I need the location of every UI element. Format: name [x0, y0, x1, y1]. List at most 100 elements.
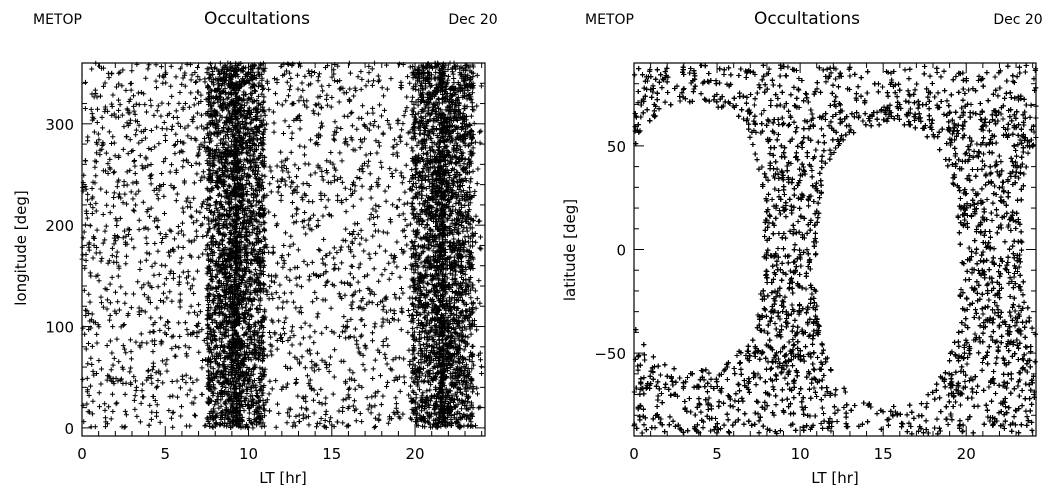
data-point	[348, 271, 353, 276]
data-point	[316, 247, 321, 252]
data-point	[344, 209, 349, 214]
data-point	[278, 332, 283, 337]
data-point	[198, 93, 203, 98]
data-point	[473, 214, 478, 219]
data-point	[268, 335, 273, 340]
data-point	[102, 109, 107, 114]
data-point	[167, 228, 172, 233]
data-point	[398, 275, 403, 280]
data-point	[176, 245, 181, 250]
data-point	[134, 414, 139, 419]
data-point	[185, 133, 190, 138]
data-point	[214, 143, 219, 148]
data-point	[359, 228, 364, 233]
data-point	[386, 261, 391, 266]
data-point	[121, 147, 126, 152]
data-point	[267, 391, 272, 396]
data-point	[343, 186, 348, 191]
data-point	[400, 412, 405, 417]
data-point	[332, 138, 337, 143]
data-point	[151, 364, 156, 369]
data-point	[137, 312, 142, 317]
data-point	[88, 223, 93, 228]
data-point	[190, 380, 195, 385]
data-point	[363, 83, 368, 88]
data-point	[186, 269, 191, 274]
data-point	[310, 199, 315, 204]
data-point	[357, 242, 362, 247]
data-point	[147, 423, 152, 428]
data-point	[373, 424, 378, 429]
data-point	[385, 231, 390, 236]
data-point	[132, 158, 137, 163]
data-point	[339, 158, 344, 163]
data-point	[287, 175, 292, 180]
data-point	[369, 410, 374, 415]
data-point	[386, 421, 391, 426]
data-point	[410, 95, 415, 100]
data-point	[97, 404, 102, 409]
data-point	[358, 411, 363, 416]
data-point	[207, 168, 212, 173]
data-point	[267, 408, 272, 413]
data-point	[290, 200, 295, 205]
data-point	[115, 184, 120, 189]
data-point	[150, 367, 155, 372]
data-point	[160, 126, 165, 131]
data-point	[383, 296, 388, 301]
data-point	[168, 169, 173, 174]
data-point	[400, 121, 405, 126]
data-point	[267, 107, 272, 112]
data-point	[362, 367, 367, 372]
data-point	[100, 125, 105, 130]
data-point	[405, 201, 410, 206]
data-point	[181, 245, 186, 250]
data-point	[180, 164, 185, 169]
data-point	[287, 87, 292, 92]
data-point	[138, 260, 143, 265]
data-point	[156, 141, 161, 146]
data-point	[123, 392, 128, 397]
data-point	[402, 113, 407, 118]
data-point	[111, 204, 116, 209]
data-point	[402, 202, 407, 207]
data-point	[89, 424, 94, 429]
data-point	[353, 236, 358, 241]
data-point	[343, 238, 348, 243]
data-point	[312, 290, 317, 295]
chart-longitude-vs-lt: METOP Occultations Dec 20 0 5 10 15 20010020…	[12, 9, 498, 487]
data-point	[301, 225, 306, 230]
data-point	[107, 129, 112, 134]
data-point	[399, 286, 404, 291]
data-point	[139, 331, 144, 336]
data-point	[80, 377, 85, 382]
data-point	[349, 110, 354, 115]
data-point	[308, 173, 313, 178]
data-point	[282, 118, 287, 123]
data-point	[331, 256, 336, 261]
data-point	[278, 150, 283, 155]
data-point	[202, 215, 207, 220]
data-point	[477, 246, 482, 251]
data-point	[303, 232, 308, 237]
data-point	[192, 180, 197, 185]
data-point	[291, 220, 296, 225]
data-point	[93, 173, 98, 178]
data-point	[149, 417, 154, 422]
data-point	[275, 305, 280, 310]
data-point	[340, 405, 345, 410]
data-point	[459, 406, 464, 411]
data-point	[473, 140, 478, 145]
data-point	[112, 141, 117, 146]
data-point	[112, 169, 117, 174]
data-point	[406, 308, 411, 313]
data-point	[344, 90, 349, 95]
data-point	[377, 144, 382, 149]
data-point	[353, 327, 358, 332]
data-point	[123, 261, 128, 266]
data-point	[137, 218, 142, 223]
data-point	[147, 214, 152, 219]
data-point	[301, 98, 306, 103]
data-point	[475, 391, 480, 396]
data-point	[146, 146, 151, 151]
